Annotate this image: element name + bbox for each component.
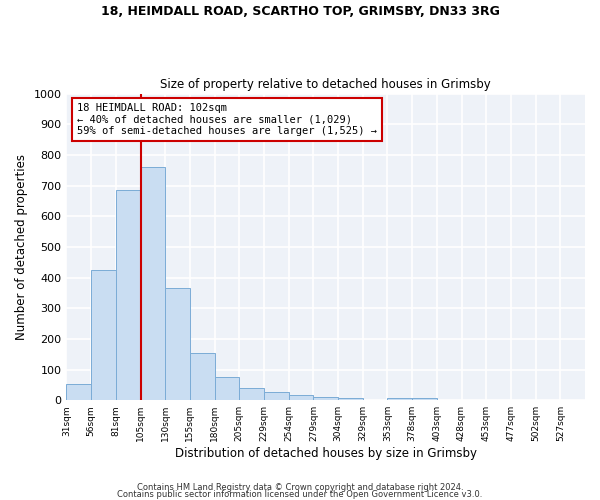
Bar bbox=[67, 384, 91, 400]
Text: Contains public sector information licensed under the Open Government Licence v3: Contains public sector information licen… bbox=[118, 490, 482, 499]
Bar bbox=[190, 352, 215, 400]
Bar bbox=[116, 190, 140, 400]
Text: Contains HM Land Registry data © Crown copyright and database right 2024.: Contains HM Land Registry data © Crown c… bbox=[137, 484, 463, 492]
Text: 18, HEIMDALL ROAD, SCARTHO TOP, GRIMSBY, DN33 3RG: 18, HEIMDALL ROAD, SCARTHO TOP, GRIMSBY,… bbox=[101, 5, 499, 18]
Text: 18 HEIMDALL ROAD: 102sqm
← 40% of detached houses are smaller (1,029)
59% of sem: 18 HEIMDALL ROAD: 102sqm ← 40% of detach… bbox=[77, 103, 377, 136]
Bar bbox=[91, 270, 116, 400]
Bar bbox=[338, 398, 363, 400]
Bar bbox=[412, 398, 437, 400]
Bar bbox=[313, 397, 338, 400]
Bar bbox=[239, 388, 264, 400]
Bar bbox=[140, 167, 165, 400]
Bar bbox=[165, 288, 190, 400]
Title: Size of property relative to detached houses in Grimsby: Size of property relative to detached ho… bbox=[160, 78, 491, 91]
Bar bbox=[264, 392, 289, 400]
X-axis label: Distribution of detached houses by size in Grimsby: Distribution of detached houses by size … bbox=[175, 447, 477, 460]
Y-axis label: Number of detached properties: Number of detached properties bbox=[15, 154, 28, 340]
Bar bbox=[215, 377, 239, 400]
Bar bbox=[289, 395, 313, 400]
Bar bbox=[388, 398, 412, 400]
